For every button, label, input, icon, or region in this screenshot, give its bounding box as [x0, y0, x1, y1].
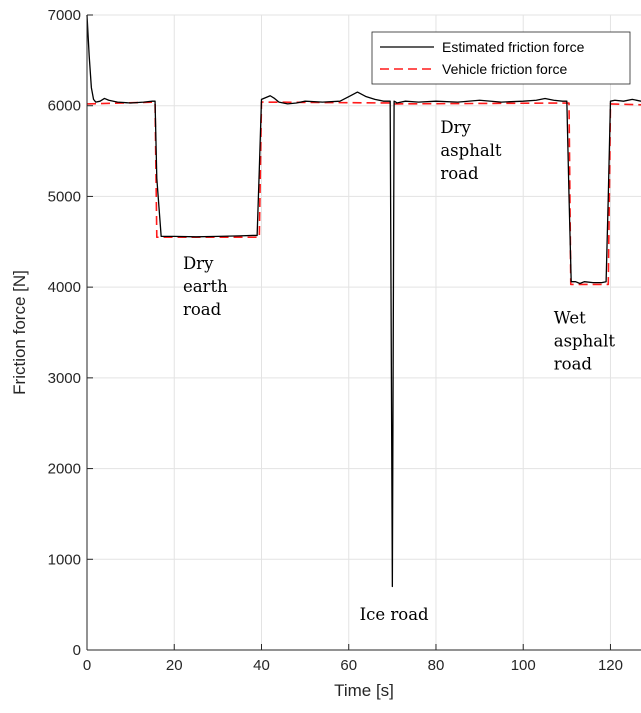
x-tick-label: 60 — [340, 657, 357, 674]
series-estimated-friction-force — [86, 14, 641, 588]
annotation-line: Dry — [183, 254, 214, 273]
annotation-line: earth — [183, 277, 228, 296]
annotation-line: road — [440, 164, 479, 183]
data-series — [86, 14, 641, 588]
x-tick-label: 40 — [253, 657, 270, 674]
annotation-line: asphalt — [440, 141, 502, 160]
y-tick-label: 6000 — [48, 98, 81, 115]
x-tick-label: 0 — [83, 657, 91, 674]
y-tick-label: 5000 — [48, 188, 81, 205]
annotation-line: Dry — [440, 118, 471, 137]
y-tick-label: 7000 — [48, 7, 81, 24]
annotation: Ice road — [360, 605, 429, 624]
y-tick-label: 2000 — [48, 461, 81, 478]
legend-box — [371, 31, 631, 85]
annotation-line: Ice road — [360, 605, 429, 624]
x-axis-ticks: 0 20 40 60 80 100 120 — [83, 644, 623, 674]
annotation-line: Wet — [554, 308, 586, 327]
y-tick-label: 0 — [73, 642, 81, 659]
y-axis-ticks: 0 1000 2000 3000 4000 5000 6000 7000 — [48, 7, 93, 659]
annotation: Dry earth road — [183, 254, 228, 319]
annotation: Dry asphalt road — [440, 118, 502, 183]
legend-label-vehicle: Vehicle friction force — [442, 61, 567, 77]
region-annotations: Dry earth road Ice road Dry asphalt road Wet asp… — [183, 118, 615, 624]
legend: Estimated friction force Vehicle frictio… — [371, 31, 631, 85]
series-vehicle-friction-force — [86, 101, 641, 286]
x-tick-label: 120 — [598, 657, 623, 674]
y-tick-label: 3000 — [48, 370, 81, 387]
x-tick-label: 100 — [511, 657, 536, 674]
y-axis-title: Friction force [N] — [10, 270, 29, 395]
y-tick-label: 1000 — [48, 551, 81, 568]
annotation: Wet asphalt road — [554, 308, 616, 373]
annotation-line: asphalt — [554, 331, 616, 350]
annotation-line: road — [554, 354, 593, 373]
x-axis-title: Time [s] — [334, 681, 394, 700]
annotation-line: road — [183, 300, 222, 319]
x-tick-label: 80 — [428, 657, 445, 674]
legend-label-estimated: Estimated friction force — [442, 39, 585, 55]
y-tick-label: 4000 — [48, 279, 81, 296]
x-tick-label: 20 — [166, 657, 183, 674]
